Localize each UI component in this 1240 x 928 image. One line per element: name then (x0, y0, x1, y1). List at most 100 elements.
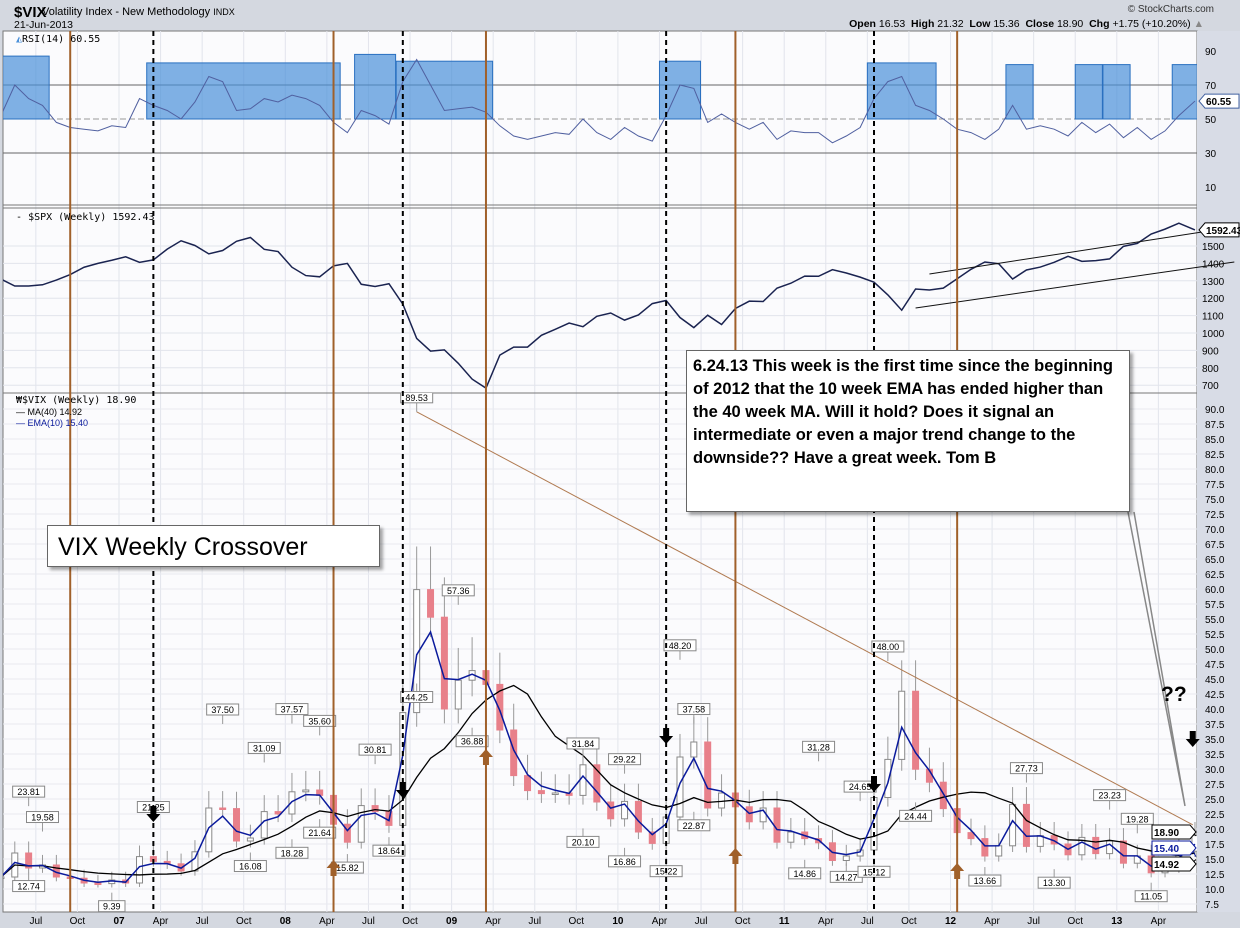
value-label: 18.28 (281, 848, 304, 858)
x-tick-label: 07 (113, 916, 125, 927)
x-tick-label: Apr (818, 916, 834, 927)
vix-y-tick-label: 55.0 (1205, 615, 1225, 626)
value-label-box (303, 714, 337, 727)
value-label-box (566, 835, 600, 848)
candle-body (371, 805, 379, 813)
low-label: Low (969, 18, 991, 30)
spx-y-tick-label: 1500 (1202, 242, 1225, 253)
vix-y-tick-label: 80.0 (1205, 465, 1225, 476)
candle-body (246, 837, 254, 842)
candle-body (343, 823, 351, 843)
value-label: 19.28 (1126, 814, 1149, 824)
value-label: 31.09 (253, 743, 276, 753)
vix-y-tick-label: 57.5 (1205, 600, 1225, 611)
candle-body (1119, 840, 1127, 864)
vix-y-tick-label: 45.0 (1205, 675, 1225, 686)
rsi-value-tag: 60.55 (1206, 97, 1231, 108)
value-label: 48.20 (669, 641, 692, 651)
x-tick-label: 10 (612, 916, 624, 927)
spx-group (3, 222, 1196, 390)
spx-value-tag: 1592.43 (1206, 226, 1240, 237)
ema-value-tag: 15.40 (1154, 844, 1179, 855)
candle-body (496, 683, 504, 731)
candle-body (648, 831, 656, 844)
value-label-box (12, 880, 46, 893)
value-label-box (1134, 890, 1168, 903)
rsi-y-tick-label: 10 (1205, 183, 1217, 194)
vix-y-tick-label: 75.0 (1205, 495, 1225, 506)
value-label: 24.65 (849, 782, 872, 792)
rsi-y-tick-label: 30 (1205, 149, 1217, 160)
high-label: High (911, 18, 935, 30)
x-tick-label: Oct (236, 916, 252, 927)
trend-channel-line (929, 226, 1235, 275)
value-label-box (206, 703, 240, 716)
spx-legend-text: $SPX (Weekly) 1592.43 (28, 212, 155, 223)
vix-y-tick-label: 30.0 (1205, 765, 1225, 776)
vix-y-tick-label: 60.0 (1205, 585, 1225, 596)
rsi-icon: ◭ (16, 34, 23, 45)
vix-y-tick-label: 50.0 (1205, 645, 1225, 656)
candle-body (1106, 840, 1114, 855)
chg-value: +1.75 (+10.20%) (1112, 18, 1191, 30)
x-tick-label: Jul (528, 916, 541, 927)
vix-y-tick-label: 22.5 (1205, 810, 1225, 821)
value-label-box (802, 740, 836, 753)
value-label: 16.86 (613, 857, 636, 867)
candle-body (842, 855, 850, 861)
spx-y-tick-label: 900 (1202, 346, 1219, 357)
value-label-box (871, 640, 905, 653)
rsi-highlight-box (395, 60, 494, 120)
candle-body (205, 807, 213, 853)
ema-legend: — EMA(10) 15.40 (16, 418, 89, 428)
vix-y-tick-label: 32.5 (1205, 750, 1225, 761)
x-tick-label: Oct (735, 916, 751, 927)
ma-legend: — MA(40) 14.92 (16, 407, 83, 417)
candle-body (981, 838, 989, 857)
value-label: 37.50 (211, 705, 234, 715)
rsi-highlight-box (1005, 64, 1034, 120)
value-label-box (26, 811, 60, 824)
ema-value-tag-box (1151, 840, 1197, 856)
value-label-box (1093, 789, 1127, 802)
brown-arrow-up-icon (728, 848, 743, 864)
black-arrow-down-icon (867, 776, 882, 792)
x-tick-label: Jul (196, 916, 209, 927)
candle-body (745, 806, 753, 823)
x-tick-label: Jul (695, 916, 708, 927)
value-label: 89.53 (405, 393, 428, 403)
value-label: 36.88 (461, 737, 484, 747)
value-label: 48.00 (877, 642, 900, 652)
value-label: 13.30 (1043, 878, 1066, 888)
value-label: 18.64 (378, 846, 401, 856)
candle-body (233, 808, 241, 842)
x-tick-label: Oct (1067, 916, 1083, 927)
value-label-box (968, 874, 1002, 887)
x-tick-label: Apr (1151, 916, 1167, 927)
chart-annotation-title: VIX Weekly Crossover (47, 525, 380, 567)
close-value-tag-box (1151, 824, 1197, 840)
candle-body (579, 764, 587, 796)
value-label: 24.44 (904, 811, 927, 821)
vix-y-tick-label: 42.5 (1205, 690, 1225, 701)
ohlc-readout: Open 16.53 High 21.32 Low 15.36 Close 18… (849, 18, 1204, 30)
candle-body (704, 741, 712, 809)
chg-label: Chg (1089, 18, 1110, 30)
x-tick-label: Oct (70, 916, 86, 927)
value-label: 20.10 (572, 837, 595, 847)
candle-body (912, 690, 920, 770)
brown-arrow-up-icon (478, 749, 493, 765)
spx-y-tick-label: 800 (1202, 364, 1219, 375)
value-label-box (275, 846, 309, 859)
open-label: Open (849, 18, 876, 30)
x-tick-label: Apr (319, 916, 335, 927)
candle-body (454, 679, 462, 710)
value-label-box (608, 855, 642, 868)
value-label-box (677, 819, 711, 832)
value-label-box (275, 703, 309, 716)
vix-y-tick-label: 47.5 (1205, 660, 1225, 671)
close-label: Close (1025, 18, 1055, 30)
value-label-box (98, 900, 126, 912)
x-tick-label: Jul (1027, 916, 1040, 927)
value-label-box (1009, 762, 1043, 775)
